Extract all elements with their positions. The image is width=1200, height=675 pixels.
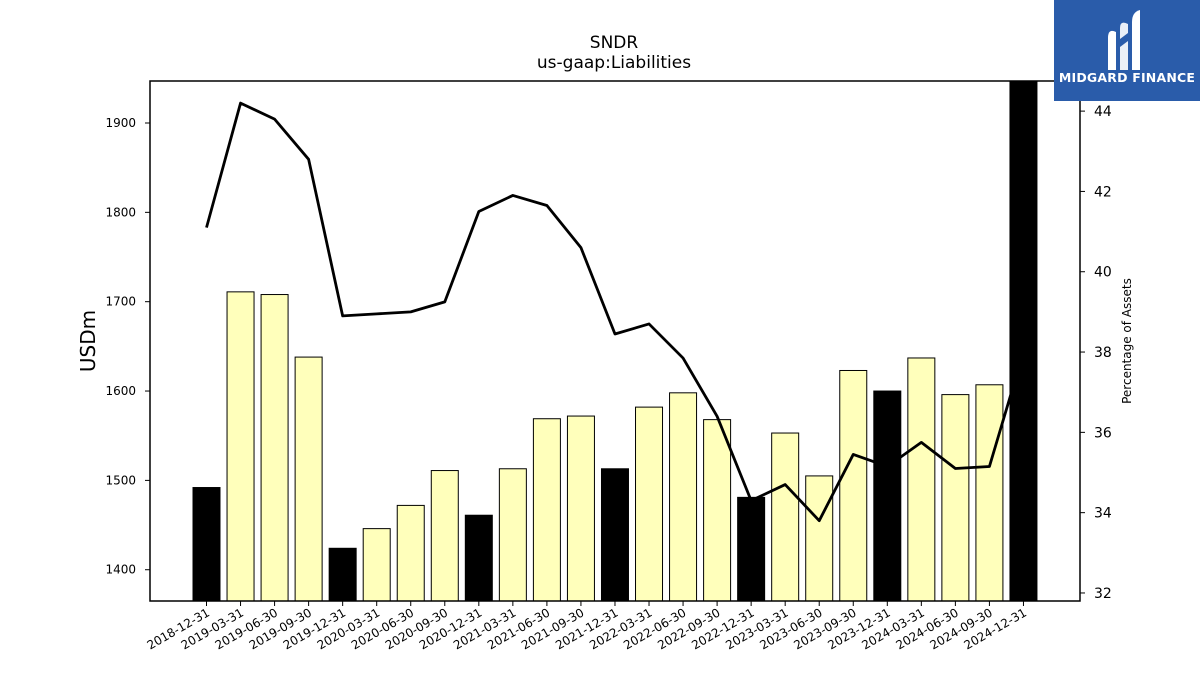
bar-2022-03-31 bbox=[635, 406, 664, 602]
line-series bbox=[205, 101, 1025, 523]
y-tick-label: 1500 bbox=[105, 473, 136, 487]
bar-2024-03-31 bbox=[907, 357, 936, 602]
bar-2020-09-30 bbox=[430, 470, 459, 602]
y-axis-label: USDm bbox=[76, 310, 100, 372]
brand-logo: MIDGARD FINANCE bbox=[1054, 0, 1200, 101]
y-tick-label: 1600 bbox=[105, 384, 136, 398]
bar-2023-12-31 bbox=[873, 390, 902, 602]
bar-2023-06-30 bbox=[805, 475, 834, 602]
bar-2023-03-31 bbox=[771, 432, 800, 602]
y-tick-label: 1800 bbox=[105, 205, 136, 219]
bar-2021-03-31 bbox=[498, 468, 527, 602]
bar-2019-06-30 bbox=[260, 294, 289, 602]
chart-title: SNDR bbox=[590, 33, 639, 53]
bar-2021-06-30 bbox=[532, 418, 561, 602]
midgard-logo-icon bbox=[1108, 10, 1140, 70]
y2-tick-label: 42 bbox=[1094, 184, 1112, 200]
y2-tick-label: 44 bbox=[1094, 104, 1112, 120]
y2-tick-label: 36 bbox=[1094, 425, 1112, 441]
bar-2022-12-31 bbox=[737, 496, 766, 602]
y-tick-label: 1900 bbox=[105, 116, 136, 130]
y2-tick-label: 40 bbox=[1094, 265, 1112, 281]
percentage-line bbox=[205, 101, 1025, 523]
bar-2018-12-31 bbox=[192, 487, 221, 602]
chart-subtitle: us-gaap:Liabilities bbox=[537, 53, 691, 73]
brand-name: MIDGARD FINANCE bbox=[1058, 70, 1196, 85]
bar-2019-12-31 bbox=[328, 547, 357, 602]
bar-2022-06-30 bbox=[669, 392, 698, 602]
y2-tick-label: 38 bbox=[1094, 345, 1112, 361]
bar-series bbox=[192, 80, 1038, 602]
y-axis-left: 1400 1500 1600 1700 1800 1900 bbox=[105, 116, 150, 577]
bar-2019-03-31 bbox=[226, 291, 255, 602]
bar-2020-03-31 bbox=[362, 528, 391, 602]
bar-2024-06-30 bbox=[941, 394, 970, 602]
bar-2020-06-30 bbox=[396, 504, 425, 602]
y-tick-label: 1400 bbox=[105, 563, 136, 577]
bar-2022-09-30 bbox=[703, 419, 732, 602]
x-axis: 2018-12-312019-03-312019-06-302019-09-30… bbox=[145, 601, 1029, 652]
y-axis-right: 32 34 36 38 40 42 44 bbox=[1080, 104, 1112, 602]
bar-2023-09-30 bbox=[839, 369, 868, 602]
bar-2020-12-31 bbox=[464, 514, 493, 602]
y2-axis-label: Percentage of Assets bbox=[1120, 278, 1134, 404]
bar-2021-09-30 bbox=[566, 415, 595, 602]
bar-2024-12-31 bbox=[1009, 80, 1038, 602]
y2-tick-label: 32 bbox=[1094, 586, 1112, 602]
y-tick-label: 1700 bbox=[105, 295, 136, 309]
bar-2024-09-30 bbox=[975, 384, 1004, 602]
y2-tick-label: 34 bbox=[1094, 506, 1112, 522]
bar-2019-09-30 bbox=[294, 356, 323, 602]
bar-2021-12-31 bbox=[600, 468, 629, 602]
